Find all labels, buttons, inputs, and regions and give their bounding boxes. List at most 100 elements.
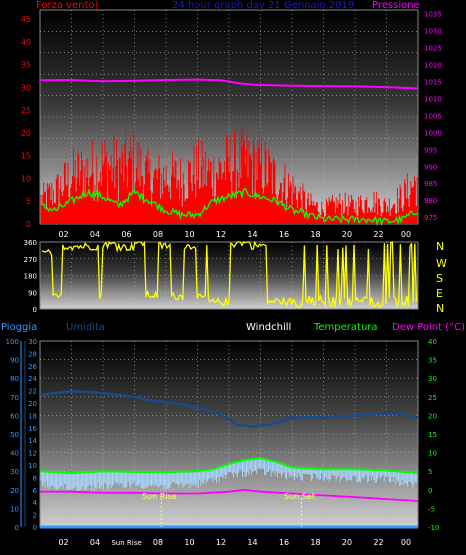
mm-axis-tick: 12 bbox=[28, 450, 37, 458]
compass-n-top: N bbox=[436, 240, 445, 253]
humidity-axis-tick: 10 bbox=[10, 505, 19, 513]
wind-axis-tick: 45 bbox=[21, 15, 31, 24]
wind-x-tick: 10 bbox=[184, 230, 194, 239]
pressure-axis-tick: 1000 bbox=[424, 129, 442, 137]
humidity-series bbox=[39, 389, 419, 428]
chart-title: 24 hour graph day 21 Gennaio 2019 bbox=[172, 0, 355, 11]
wind-axis-tick: 25 bbox=[21, 106, 31, 115]
mm-axis-tick: 14 bbox=[28, 437, 37, 445]
wind-x-tick: 00 bbox=[401, 230, 411, 239]
wind-x-tick: 08 bbox=[153, 230, 163, 239]
mm-axis-tick: 0 bbox=[33, 524, 37, 532]
wind-x-tick: 14 bbox=[247, 230, 257, 239]
temperature-axis-tick: 20 bbox=[428, 412, 437, 420]
compass-w: W bbox=[436, 257, 447, 270]
direction-axis-tick: 360 bbox=[24, 239, 37, 247]
humidity-x-tick: 22 bbox=[373, 538, 383, 547]
mm-axis-tick: 4 bbox=[33, 499, 38, 507]
pressure-axis-tick: 980 bbox=[424, 197, 437, 205]
compass-n-bottom: N bbox=[436, 302, 445, 315]
humidity-axis-tick: 100 bbox=[6, 338, 19, 346]
temperature-axis-tick: 15 bbox=[428, 431, 437, 439]
humidity-axis-tick: 80 bbox=[10, 375, 19, 383]
temperature-label: Temperatura bbox=[314, 322, 378, 333]
wind-x-tick: 04 bbox=[90, 230, 100, 239]
wind-axis-tick: 0 bbox=[26, 220, 31, 229]
windchill-series bbox=[40, 458, 418, 492]
humidity-x-tick: 08 bbox=[153, 538, 163, 547]
mm-axis-tick: 2 bbox=[33, 512, 37, 520]
wind-axis-tick: 15 bbox=[21, 152, 31, 161]
humidity-axis-tick: 60 bbox=[10, 412, 19, 420]
humidity-x-tick: Sun Rise bbox=[111, 539, 141, 547]
mm-axis-tick: 8 bbox=[33, 474, 37, 482]
direction-axis-tick: 270 bbox=[24, 256, 37, 264]
sunrise-label: Sun Rise bbox=[142, 492, 177, 501]
humidity-x-tick: 18 bbox=[310, 538, 320, 547]
wind-x-tick: 22 bbox=[373, 230, 383, 239]
mm-axis-tick: 24 bbox=[28, 375, 37, 383]
wind-axis-tick: 10 bbox=[21, 174, 31, 183]
pressure-axis-tick: 1015 bbox=[424, 78, 442, 86]
pressure-axis-tick: 990 bbox=[424, 163, 437, 171]
direction-axis-tick: 0 bbox=[33, 306, 37, 314]
temperature-axis-tick: 40 bbox=[428, 338, 437, 346]
wind-x-tick: 18 bbox=[310, 230, 320, 239]
pressure-axis-tick: 975 bbox=[424, 214, 437, 222]
pressure-axis-tick: 1010 bbox=[424, 95, 442, 103]
temperature-axis-tick: 25 bbox=[428, 394, 437, 402]
humidity-axis-tick: 30 bbox=[10, 468, 19, 476]
temperature-axis-tick: -5 bbox=[428, 505, 435, 513]
humidity-axis-tick: 50 bbox=[10, 431, 19, 439]
temperature-axis-tick: 5 bbox=[428, 468, 432, 476]
humidity-x-tick: 00 bbox=[401, 538, 411, 547]
direction-axis-tick: 180 bbox=[24, 273, 37, 281]
pressure-axis-tick: 1035 bbox=[424, 10, 442, 18]
mm-axis-tick: 26 bbox=[28, 363, 37, 371]
wind-axis-tick: 35 bbox=[21, 61, 31, 70]
rain-label: Pioggia bbox=[1, 322, 38, 333]
pressure-axis-tick: 1020 bbox=[424, 61, 442, 69]
mm-axis-tick: 10 bbox=[28, 462, 37, 470]
mm-axis-tick: 6 bbox=[33, 487, 38, 495]
humidity-axis-tick: 0 bbox=[15, 524, 19, 532]
pressure-axis-tick: 1030 bbox=[424, 27, 442, 35]
pressure-axis-tick: 985 bbox=[424, 180, 437, 188]
pressure-axis-tick: 995 bbox=[424, 146, 437, 154]
direction-axis-tick: 90 bbox=[28, 289, 37, 297]
temperature-axis-tick: 0 bbox=[428, 487, 432, 495]
humidity-axis-tick: 20 bbox=[10, 487, 19, 495]
windchill-label: Windchill bbox=[246, 322, 292, 333]
wind-label: Forza vento) bbox=[36, 0, 99, 11]
mm-axis-tick: 30 bbox=[28, 338, 37, 346]
wind-x-tick: 20 bbox=[342, 230, 352, 239]
wind-direction-series bbox=[41, 240, 418, 309]
wind-axis-tick: 20 bbox=[21, 129, 31, 138]
temperature-axis-tick: 35 bbox=[428, 357, 437, 365]
mm-axis-tick: 22 bbox=[28, 388, 37, 396]
pressure-axis-tick: 1005 bbox=[424, 112, 442, 120]
humidity-panel-grid bbox=[40, 341, 418, 527]
mm-axis-tick: 16 bbox=[28, 425, 37, 433]
wind-axis-tick: 5 bbox=[26, 197, 31, 206]
mm-axis-tick: 20 bbox=[28, 400, 37, 408]
humidity-x-tick: 12 bbox=[216, 538, 226, 547]
temperature-axis-tick: 10 bbox=[428, 450, 437, 458]
pressure-axis-tick: 1025 bbox=[424, 44, 442, 52]
temperature-axis-tick: -10 bbox=[428, 524, 439, 532]
humidity-axis-tick: 40 bbox=[10, 450, 19, 458]
temperature-axis-tick: 30 bbox=[428, 375, 437, 383]
mm-axis-tick: 28 bbox=[28, 350, 37, 358]
humidity-x-tick: 10 bbox=[184, 538, 194, 547]
compass-e: E bbox=[436, 287, 443, 300]
humidity-x-tick: 16 bbox=[279, 538, 289, 547]
wind-axis-tick: 30 bbox=[21, 83, 31, 92]
wind-x-tick: 02 bbox=[58, 230, 68, 239]
wind-x-tick: 06 bbox=[121, 230, 131, 239]
humidity-axis-tick: 90 bbox=[10, 357, 19, 365]
wind-x-tick: 16 bbox=[279, 230, 289, 239]
mm-axis-tick: 18 bbox=[28, 412, 37, 420]
humidity-x-tick: 02 bbox=[58, 538, 68, 547]
